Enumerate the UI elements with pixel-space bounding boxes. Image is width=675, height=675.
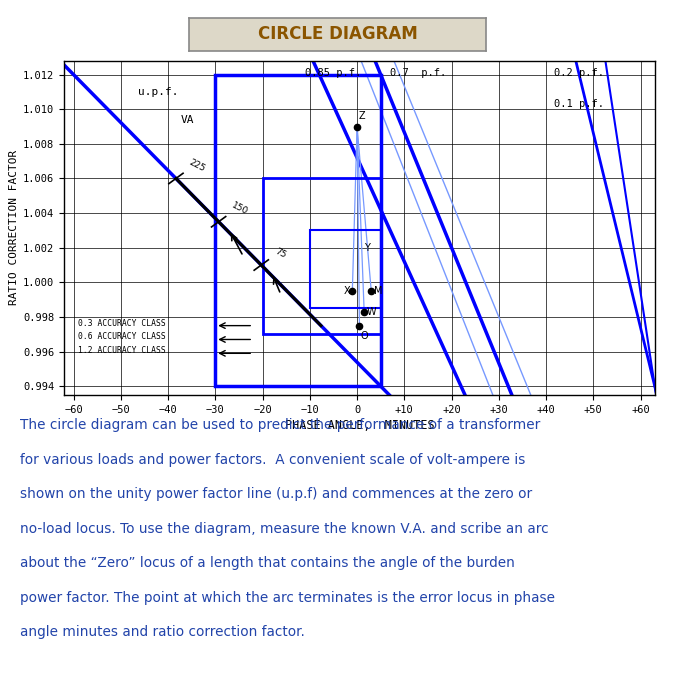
Text: 225: 225 — [188, 157, 207, 173]
Text: power factor. The point at which the arc terminates is the error locus in phase: power factor. The point at which the arc… — [20, 591, 556, 605]
Text: VA: VA — [180, 115, 194, 125]
Text: about the “Zero” locus of a length that contains the angle of the burden: about the “Zero” locus of a length that … — [20, 556, 515, 570]
Text: The circle diagram can be used to predict the performance of a transformer: The circle diagram can be used to predic… — [20, 418, 541, 433]
Text: Z: Z — [358, 111, 365, 121]
Text: 0.1 p.f.: 0.1 p.f. — [554, 99, 604, 109]
Text: X: X — [344, 286, 350, 296]
Bar — [263, 178, 381, 334]
Bar — [215, 75, 381, 386]
Y-axis label: RATIO CORRECTION FACTOR: RATIO CORRECTION FACTOR — [9, 151, 19, 305]
Text: 0.6 ACCURACY CLASS: 0.6 ACCURACY CLASS — [78, 333, 166, 342]
X-axis label: PHASE ANGLE,  MINUTES: PHASE ANGLE, MINUTES — [285, 418, 434, 432]
Text: no-load locus. To use the diagram, measure the known V.A. and scribe an arc: no-load locus. To use the diagram, measu… — [20, 522, 549, 536]
Text: 0.7  p.f.: 0.7 p.f. — [390, 68, 446, 78]
Text: 1.2 ACCURACY CLASS: 1.2 ACCURACY CLASS — [78, 346, 166, 355]
Text: angle minutes and ratio correction factor.: angle minutes and ratio correction facto… — [20, 625, 305, 639]
Text: 150: 150 — [230, 200, 250, 217]
Text: CIRCLE DIAGRAM: CIRCLE DIAGRAM — [258, 26, 417, 43]
Text: W: W — [367, 306, 376, 317]
Text: M: M — [374, 286, 382, 296]
Text: shown on the unity power factor line (u.p.f) and commences at the zero or: shown on the unity power factor line (u.… — [20, 487, 533, 502]
Text: Y: Y — [364, 243, 370, 252]
Text: 0.2 p.f.: 0.2 p.f. — [554, 68, 604, 78]
Text: for various loads and power factors.  A convenient scale of volt-ampere is: for various loads and power factors. A c… — [20, 453, 526, 467]
Text: 75: 75 — [273, 246, 288, 260]
Bar — [310, 230, 381, 308]
Text: 0.3 ACCURACY CLASS: 0.3 ACCURACY CLASS — [78, 319, 166, 327]
Text: 0.85 p.f.: 0.85 p.f. — [305, 68, 362, 78]
Text: u.p.f.: u.p.f. — [138, 87, 179, 97]
Text: O: O — [361, 331, 369, 341]
